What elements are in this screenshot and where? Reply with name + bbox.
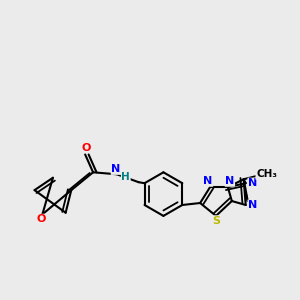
Text: N: N <box>225 176 235 186</box>
Text: S: S <box>212 216 220 226</box>
Text: H: H <box>122 172 130 182</box>
Text: O: O <box>37 214 46 224</box>
Text: N: N <box>203 176 213 186</box>
Text: N: N <box>248 178 257 188</box>
Text: N: N <box>111 164 121 174</box>
Text: N: N <box>248 200 257 210</box>
Text: CH₃: CH₃ <box>256 169 277 179</box>
Text: O: O <box>82 142 91 152</box>
